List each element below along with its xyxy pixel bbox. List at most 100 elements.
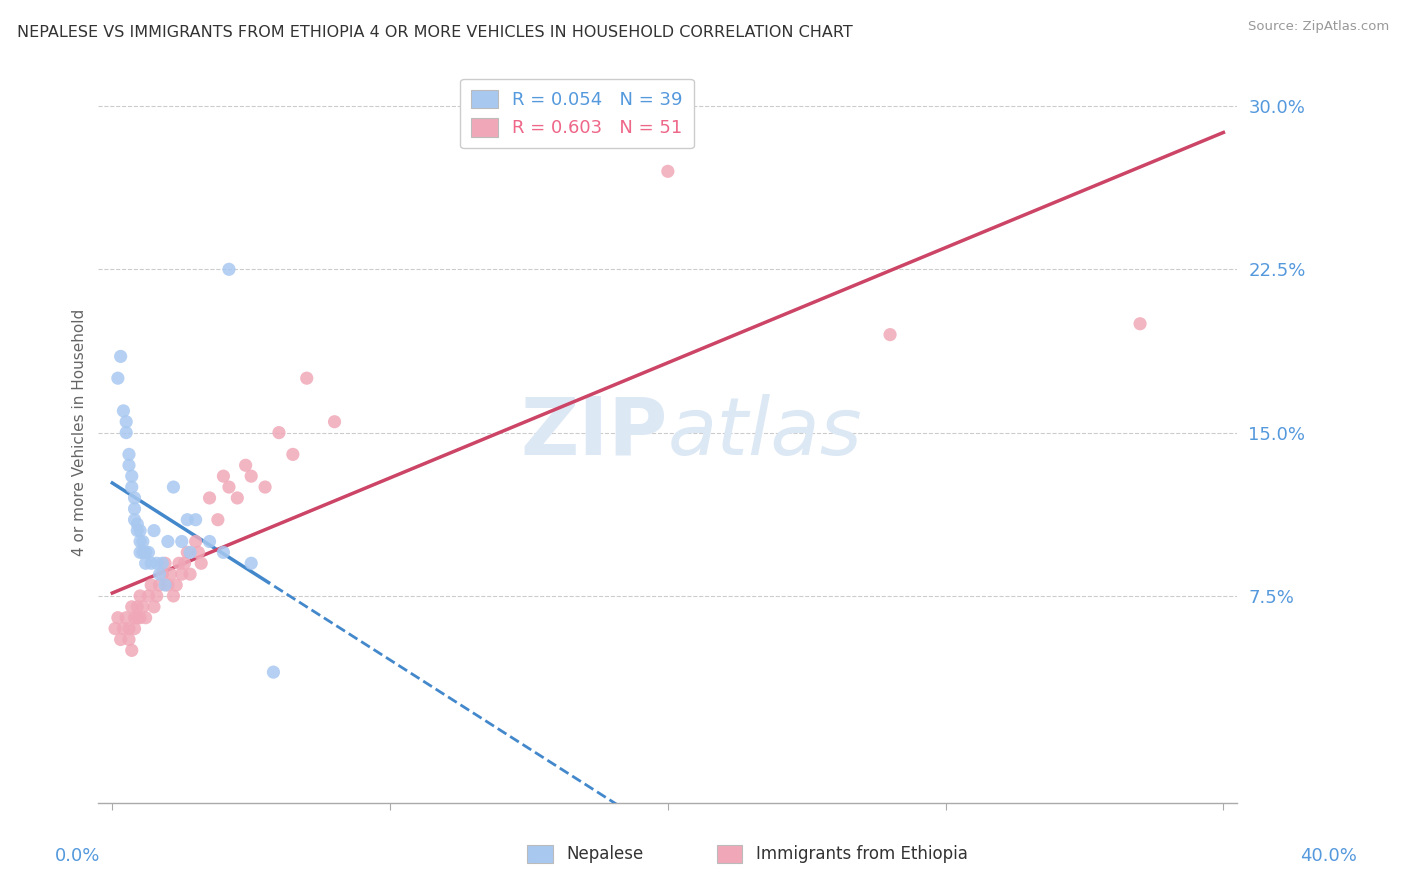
- Point: [323, 415, 346, 429]
- Point: [198, 534, 221, 549]
- Point: [124, 501, 146, 516]
- Text: 40.0%: 40.0%: [1301, 847, 1357, 865]
- Point: [118, 632, 141, 647]
- Point: [267, 425, 290, 440]
- Point: [127, 517, 149, 532]
- Point: [138, 545, 160, 559]
- Point: [148, 578, 170, 592]
- Point: [127, 524, 149, 538]
- Point: [212, 469, 235, 483]
- Point: [127, 599, 149, 614]
- Text: Immigrants from Ethiopia: Immigrants from Ethiopia: [756, 845, 969, 863]
- Point: [184, 513, 207, 527]
- Point: [107, 371, 129, 385]
- Point: [138, 589, 160, 603]
- Point: [110, 632, 132, 647]
- Point: [135, 611, 157, 625]
- Point: [170, 534, 193, 549]
- Point: [145, 556, 167, 570]
- Point: [112, 404, 135, 418]
- Point: [179, 545, 201, 559]
- Text: Source: ZipAtlas.com: Source: ZipAtlas.com: [1249, 20, 1389, 33]
- Legend: R = 0.054   N = 39, R = 0.603   N = 51: R = 0.054 N = 39, R = 0.603 N = 51: [460, 78, 693, 148]
- Point: [124, 622, 146, 636]
- Point: [135, 545, 157, 559]
- Text: Nepalese: Nepalese: [567, 845, 644, 863]
- Text: ZIP: ZIP: [520, 393, 668, 472]
- Point: [129, 545, 152, 559]
- Text: atlas: atlas: [668, 393, 863, 472]
- Point: [176, 513, 198, 527]
- Point: [218, 480, 240, 494]
- Point: [124, 513, 146, 527]
- Point: [143, 599, 166, 614]
- Point: [148, 567, 170, 582]
- Point: [121, 599, 143, 614]
- Point: [118, 447, 141, 461]
- Point: [295, 371, 318, 385]
- Point: [143, 524, 166, 538]
- Point: [121, 469, 143, 483]
- Point: [235, 458, 257, 473]
- Point: [135, 556, 157, 570]
- Point: [150, 556, 173, 570]
- Text: 0.0%: 0.0%: [55, 847, 100, 865]
- Point: [141, 578, 163, 592]
- Point: [132, 599, 155, 614]
- Point: [218, 262, 240, 277]
- Point: [207, 513, 229, 527]
- Point: [129, 524, 152, 538]
- Point: [153, 578, 176, 592]
- Point: [167, 556, 190, 570]
- Point: [240, 556, 263, 570]
- Point: [115, 415, 138, 429]
- Point: [170, 567, 193, 582]
- Point: [187, 545, 209, 559]
- Point: [162, 480, 184, 494]
- Point: [124, 491, 146, 505]
- Point: [159, 567, 181, 582]
- Point: [879, 327, 901, 342]
- Point: [226, 491, 249, 505]
- Point: [657, 164, 679, 178]
- Point: [115, 425, 138, 440]
- Point: [118, 458, 141, 473]
- Point: [145, 589, 167, 603]
- Text: NEPALESE VS IMMIGRANTS FROM ETHIOPIA 4 OR MORE VEHICLES IN HOUSEHOLD CORRELATION: NEPALESE VS IMMIGRANTS FROM ETHIOPIA 4 O…: [17, 25, 852, 40]
- Point: [141, 556, 163, 570]
- Point: [132, 534, 155, 549]
- Point: [127, 611, 149, 625]
- Point: [129, 611, 152, 625]
- Point: [129, 534, 152, 549]
- Point: [173, 556, 195, 570]
- Point: [184, 534, 207, 549]
- Point: [156, 578, 179, 592]
- Point: [165, 578, 187, 592]
- Point: [118, 622, 141, 636]
- Point: [115, 611, 138, 625]
- Point: [262, 665, 284, 680]
- Point: [281, 447, 304, 461]
- Point: [132, 545, 155, 559]
- Point: [156, 534, 179, 549]
- Point: [112, 622, 135, 636]
- Point: [162, 589, 184, 603]
- Point: [176, 545, 198, 559]
- Point: [129, 589, 152, 603]
- Point: [190, 556, 212, 570]
- Point: [110, 350, 132, 364]
- Point: [254, 480, 277, 494]
- Point: [179, 567, 201, 582]
- Point: [1129, 317, 1152, 331]
- Point: [153, 556, 176, 570]
- Point: [240, 469, 263, 483]
- Point: [107, 611, 129, 625]
- Point: [124, 611, 146, 625]
- Point: [212, 545, 235, 559]
- Point: [121, 480, 143, 494]
- Point: [150, 567, 173, 582]
- Point: [121, 643, 143, 657]
- Point: [104, 622, 127, 636]
- Y-axis label: 4 or more Vehicles in Household: 4 or more Vehicles in Household: [72, 309, 87, 557]
- Point: [198, 491, 221, 505]
